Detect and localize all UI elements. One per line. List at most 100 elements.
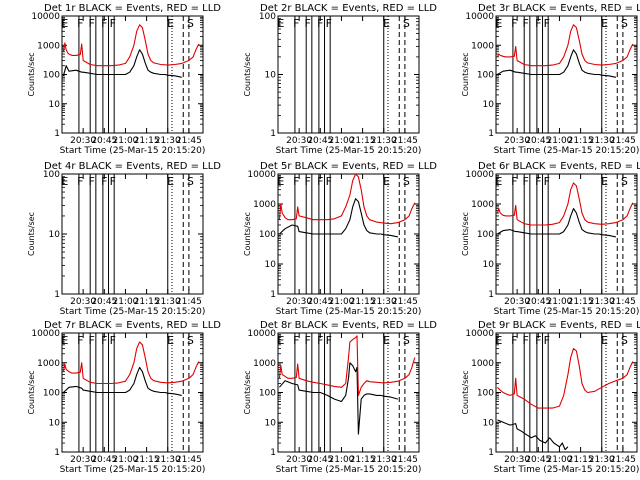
event-marker-label: F [522, 17, 528, 30]
panel-det-2: Det 2r BLACK = Events, RED = LLD 1 10 100 20… [243, 3, 437, 156]
event-marker-label: F [101, 175, 107, 188]
x-tick-label: 20:45 [307, 136, 333, 146]
event-marker-label: E [383, 175, 390, 188]
y-tick-label: 1 [270, 448, 276, 458]
event-marker-label: F [326, 334, 332, 347]
x-tick-label: 20:30 [70, 455, 96, 465]
x-axis-label: Start Time (25-Mar-15 20:15:20) [494, 146, 640, 156]
event-marker-label: E [167, 334, 174, 347]
y-tick-label: 1 [54, 290, 60, 300]
x-tick-label: 20:45 [91, 136, 117, 146]
event-marker-label: S [403, 17, 410, 30]
y-tick-label: 1000 [253, 359, 276, 369]
panel-title: Det 4r BLACK = Events, RED = LLD [44, 161, 221, 172]
x-tick-label: 21:15 [350, 136, 376, 146]
series-events [497, 49, 617, 78]
event-marker-label: E [277, 175, 284, 188]
y-axis-label: Counts/sec [461, 52, 470, 96]
event-marker-label: F [110, 17, 116, 30]
x-tick-label: 21:30 [371, 136, 397, 146]
event-marker-label: F [535, 175, 541, 188]
event-marker-label: F [544, 175, 550, 188]
y-tick-label: 10 [483, 100, 495, 110]
event-marker-label: F [88, 175, 94, 188]
event-marker-label: F [544, 334, 550, 347]
panel-title: Det 3r BLACK = Events, RED = LLD [478, 3, 640, 14]
event-marker-label: F [317, 17, 323, 30]
x-axis-label: Start Time (25-Mar-15 20:15:20) [276, 307, 422, 317]
plot-frame [277, 332, 420, 453]
event-marker-label: F [101, 17, 107, 30]
x-tick-label: 20:45 [91, 455, 117, 465]
x-tick-label: 20:30 [504, 136, 530, 146]
plot-frame [61, 173, 204, 295]
y-tick-label: 10 [483, 260, 495, 270]
x-tick-label: 21:30 [589, 455, 615, 465]
panel-title: Det 9r BLACK = Events, RED = LLD [478, 320, 640, 331]
x-tick-label: 21:30 [371, 297, 397, 307]
y-tick-label: 10 [49, 230, 61, 240]
y-axis-label: Counts/sec [27, 370, 36, 414]
event-marker-label: F [535, 17, 541, 30]
series-events [497, 419, 569, 451]
x-tick-label: 21:15 [350, 455, 376, 465]
plot-frame [495, 173, 638, 295]
panel-det-5: Det 5r BLACK = Events, RED = LLD 1 10 100 10… [243, 161, 437, 317]
y-tick-label: 10000 [31, 329, 60, 339]
event-marker-label: S [403, 175, 410, 188]
y-tick-label: 10000 [247, 170, 276, 180]
x-tick-label: 21:15 [568, 455, 594, 465]
x-tick-label: 21:30 [589, 297, 615, 307]
series-lld [497, 348, 634, 409]
y-tick-label: 100 [259, 389, 276, 399]
event-marker-label: F [522, 175, 528, 188]
panel-det-6: Det 6r BLACK = Events, RED = LLD 1 10 100 10… [461, 161, 640, 317]
x-tick-label: 20:30 [286, 136, 312, 146]
y-tick-label: 1000 [471, 359, 494, 369]
x-tick-label: 20:30 [70, 136, 96, 146]
event-marker-label: S [403, 334, 410, 347]
event-marker-label: F [304, 175, 310, 188]
event-marker-label: E [495, 334, 502, 347]
x-tick-label: 21:30 [155, 297, 181, 307]
event-marker-label: F [511, 17, 517, 30]
y-tick-label: 10000 [465, 329, 494, 339]
x-tick-label: 20:45 [307, 297, 333, 307]
event-marker-label: E [601, 17, 608, 30]
y-axis-label: Counts/sec [243, 52, 252, 96]
series-lld [62, 341, 200, 385]
event-marker-label: F [304, 334, 310, 347]
y-tick-label: 10 [49, 418, 61, 428]
x-axis-label: Start Time (25-Mar-15 20:15:20) [60, 307, 206, 317]
x-tick-label: 21:00 [112, 297, 138, 307]
x-tick-label: 21:00 [546, 136, 572, 146]
panel-title: Det 1r BLACK = Events, RED = LLD [44, 3, 221, 14]
event-marker-label: E [601, 334, 608, 347]
y-tick-label: 1000 [37, 41, 60, 51]
y-tick-label: 100 [43, 71, 60, 81]
x-tick-label: 20:30 [286, 455, 312, 465]
event-marker-label: E [277, 17, 284, 30]
y-tick-label: 1000 [471, 41, 494, 51]
x-tick-label: 21:45 [610, 136, 636, 146]
y-tick-label: 100 [477, 71, 494, 81]
y-tick-label: 1 [488, 448, 494, 458]
event-marker-label: E [495, 17, 502, 30]
plot-frame [61, 15, 204, 134]
y-tick-label: 1 [270, 129, 276, 139]
x-tick-label: 21:00 [328, 297, 354, 307]
y-tick-label: 10000 [247, 329, 276, 339]
event-marker-label: F [511, 175, 517, 188]
series-lld [62, 24, 200, 67]
y-axis-label: Counts/sec [27, 212, 36, 256]
y-tick-label: 100 [259, 12, 276, 22]
y-tick-label: 10000 [465, 170, 494, 180]
x-tick-label: 21:45 [610, 455, 636, 465]
series-events [63, 366, 182, 396]
event-marker-label: S [187, 334, 194, 347]
x-tick-label: 21:15 [350, 297, 376, 307]
x-tick-label: 21:00 [328, 136, 354, 146]
panel-title: Det 6r BLACK = Events, RED = LLD [478, 161, 640, 172]
event-marker-label: E [61, 334, 68, 347]
